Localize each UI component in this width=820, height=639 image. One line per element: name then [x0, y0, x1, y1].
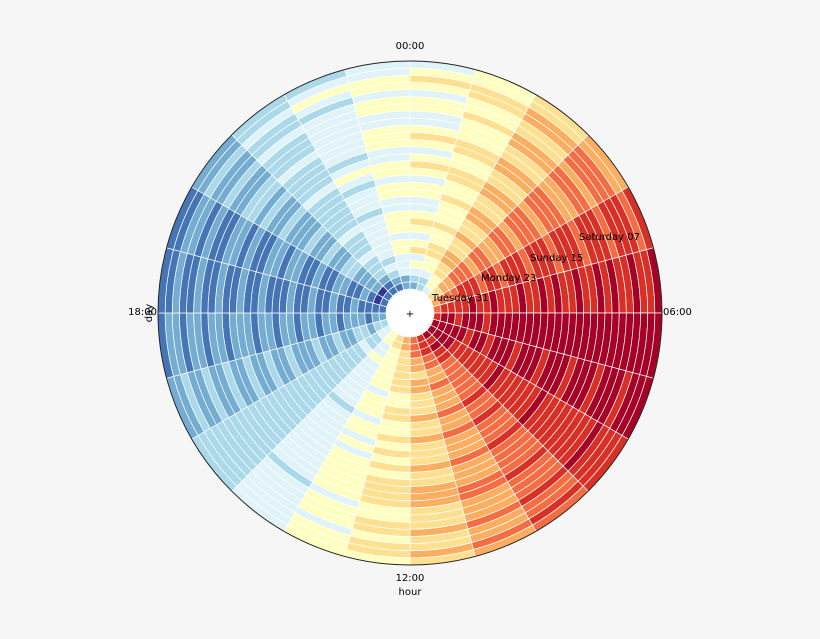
heatmap-cell — [432, 304, 442, 314]
heatmap-cell — [409, 335, 419, 345]
x-axis-label: hour — [399, 587, 423, 598]
heatmap-cell — [378, 312, 388, 322]
angular-tick-label: 12:00 — [396, 573, 425, 584]
y-axis-label: day — [144, 304, 155, 322]
heatmap-cells — [157, 60, 663, 566]
heatmap-cell — [401, 281, 411, 291]
radial-tick-label: Tuesday 31 — [431, 293, 489, 304]
radial-tick-label: Saturday 07 — [579, 232, 640, 243]
center-hole — [386, 289, 434, 337]
angular-tick-label: 18:00 — [128, 307, 157, 318]
angular-tick-label: 00:00 — [396, 41, 425, 52]
radial-tick-label: Monday 23 — [481, 273, 536, 284]
angular-tick-label: 06:00 — [663, 307, 692, 318]
radial-tick-label: Sunday 15 — [530, 253, 583, 264]
center-marker: + — [406, 309, 414, 320]
plot-frame — [157, 60, 663, 566]
